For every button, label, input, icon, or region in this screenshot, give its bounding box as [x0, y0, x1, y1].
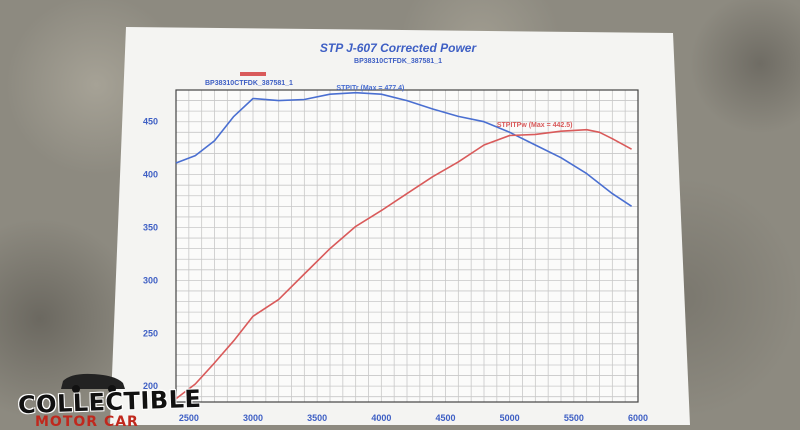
series-annotation: STPITPw (Max = 442.5): [497, 122, 573, 129]
x-tick-label: 6000: [628, 413, 648, 423]
x-tick-label: 3000: [243, 413, 263, 423]
legend-label: BP38310CTFDK_387581_1: [205, 80, 293, 87]
y-tick-label: 450: [143, 117, 158, 127]
y-tick-label: 200: [143, 381, 158, 391]
series-annotation: STPITr (Max = 477.4): [336, 85, 404, 92]
y-tick-label: 350: [143, 222, 158, 232]
x-tick-label: 3500: [307, 413, 327, 423]
series-line-2: [175, 128, 632, 400]
logo-stamp: [8, 365, 168, 425]
car-icon: [61, 373, 125, 389]
y-tick-label: 250: [143, 328, 158, 338]
logo-subtitle: MOTOR CAR: [35, 414, 139, 430]
plot-frame: [175, 89, 639, 403]
x-tick-label: 4500: [435, 413, 455, 423]
chart-title: STP J-607 Corrected Power: [320, 41, 478, 55]
legend-swatch: [240, 72, 266, 76]
x-tick-label: 5500: [564, 413, 584, 423]
y-tick-label: 400: [143, 170, 158, 180]
x-tick-label: 2500: [179, 413, 199, 423]
chart-subtitle: BP38310CTFDK_387581_1: [354, 58, 442, 65]
x-tick-label: 5000: [500, 413, 520, 423]
x-tick-label: 4000: [371, 413, 391, 423]
series-line-1: [175, 91, 633, 207]
y-tick-label: 300: [143, 275, 158, 285]
